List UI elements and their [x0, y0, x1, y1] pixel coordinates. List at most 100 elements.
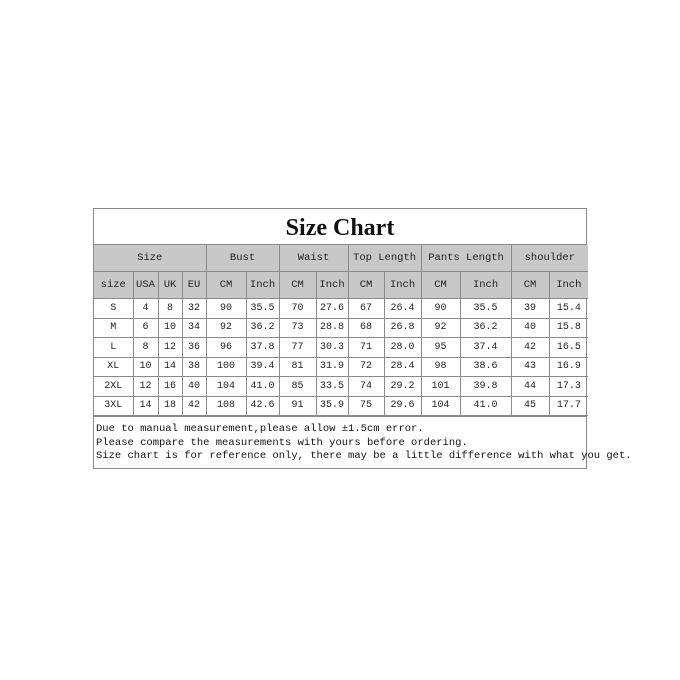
table-cell: 91 [278, 395, 317, 416]
table-cell: 37.4 [459, 337, 512, 358]
table-cell: 15.4 [548, 298, 589, 319]
table-cell: 31.9 [315, 356, 349, 377]
table-cell: 28.8 [315, 317, 349, 338]
table-cell: 36.2 [245, 317, 280, 338]
column-header: Inch [548, 271, 589, 299]
table-cell: 32 [181, 298, 207, 319]
table-cell: 17.7 [548, 395, 589, 416]
sub-header-row: size USA UK EU CM Inch CM Inch CM Inch CM Inch CM Inc… [94, 271, 589, 299]
group-header: Waist [278, 245, 349, 272]
column-header: CM [347, 271, 385, 299]
table-row: 2XL 12 16 40 104 41.0 85 33.5 74 29.2 101 39.8 44 17.… [94, 376, 589, 397]
table-cell: 108 [205, 395, 247, 416]
table-cell: 29.6 [383, 395, 422, 416]
table-cell: 2XL [94, 376, 134, 397]
table-cell: 16.9 [548, 356, 589, 377]
table-cell: 8 [157, 298, 183, 319]
table-cell: 74 [347, 376, 385, 397]
table-cell: 38.6 [459, 356, 512, 377]
column-header: USA [132, 271, 159, 299]
column-header: Inch [459, 271, 512, 299]
table-cell: 40 [510, 317, 550, 338]
table-cell: 29.2 [383, 376, 422, 397]
table-cell: 16 [157, 376, 183, 397]
table-cell: 42.6 [245, 395, 280, 416]
table-cell: 72 [347, 356, 385, 377]
table-cell: 90 [420, 298, 461, 319]
table-cell: 39.4 [245, 356, 280, 377]
column-header: UK [157, 271, 183, 299]
group-header-row: Size Bust Waist Top Length Pants Length shoul… [94, 245, 589, 272]
table-cell: 28.4 [383, 356, 422, 377]
group-header: shoulder [510, 245, 589, 272]
size-chart: Size Chart Size Bust Waist Top Length Pants … [93, 208, 632, 469]
table-cell: L [94, 337, 134, 358]
table-cell: 26.8 [383, 317, 422, 338]
table-cell: 35.9 [315, 395, 349, 416]
table-cell: 12 [132, 376, 159, 397]
table-cell: 10 [157, 317, 183, 338]
note-line: Size chart is for reference only, there … [96, 450, 632, 462]
column-header: CM [278, 271, 317, 299]
table-cell: 77 [278, 337, 317, 358]
table-cell: 17.3 [548, 376, 589, 397]
table-cell: 18 [157, 395, 183, 416]
table-cell: 70 [278, 298, 317, 319]
table-cell: 68 [347, 317, 385, 338]
column-header: CM [420, 271, 461, 299]
table-cell: 40 [181, 376, 207, 397]
table-cell: 98 [420, 356, 461, 377]
table-cell: 10 [132, 356, 159, 377]
table-cell: 14 [157, 356, 183, 377]
table-cell: 35.5 [459, 298, 512, 319]
note-line: Due to manual measurement,please allow ±… [96, 423, 424, 435]
table-cell: XL [94, 356, 134, 377]
group-header: Top Length [347, 245, 422, 272]
table-row: L 8 12 36 96 37.8 77 30.3 71 28.0 95 37.4 42 16.5 [94, 337, 589, 358]
table-cell: 92 [205, 317, 247, 338]
notes: Due to manual measurement,please allow ±… [94, 416, 632, 468]
column-header: EU [181, 271, 207, 299]
table-cell: S [94, 298, 134, 319]
table-cell: 4 [132, 298, 159, 319]
table-cell: 71 [347, 337, 385, 358]
table-cell: 6 [132, 317, 159, 338]
chart-title: Size Chart [94, 209, 586, 245]
table-cell: 95 [420, 337, 461, 358]
column-header: Inch [315, 271, 349, 299]
table-cell: 92 [420, 317, 461, 338]
table-cell: 43 [510, 356, 550, 377]
table-cell: 67 [347, 298, 385, 319]
size-table: Size Bust Waist Top Length Pants Length shoul… [94, 245, 589, 416]
table-row: S 4 8 32 90 35.5 70 27.6 67 26.4 90 35.5 39 15.4 [94, 298, 589, 319]
table-cell: 85 [278, 376, 317, 397]
table-cell: 16.5 [548, 337, 589, 358]
note-line: Please compare the measurements with you… [96, 436, 468, 449]
table-cell: 37.8 [245, 337, 280, 358]
table-cell: 42 [181, 395, 207, 416]
table-cell: 30.3 [315, 337, 349, 358]
table-cell: 35.5 [245, 298, 280, 319]
table-cell: 104 [420, 395, 461, 416]
table-cell: 12 [157, 337, 183, 358]
column-header: Inch [383, 271, 422, 299]
table-cell: 96 [205, 337, 247, 358]
table-cell: 101 [420, 376, 461, 397]
column-header: CM [205, 271, 247, 299]
table-cell: 34 [181, 317, 207, 338]
table-cell: 81 [278, 356, 317, 377]
table-cell: 75 [347, 395, 385, 416]
table-row: M 6 10 34 92 36.2 73 28.8 68 26.8 92 36.2 40 15.8 [94, 317, 589, 338]
table-cell: 15.8 [548, 317, 589, 338]
table-cell: 41.0 [245, 376, 280, 397]
table-cell: 100 [205, 356, 247, 377]
table-cell: 26.4 [383, 298, 422, 319]
group-header: Size [94, 245, 207, 272]
table-cell: 36.2 [459, 317, 512, 338]
table-cell: 44 [510, 376, 550, 397]
table-row: XL 10 14 38 100 39.4 81 31.9 72 28.4 98 38.6 43 16.9 [94, 356, 589, 377]
column-header: Inch [245, 271, 280, 299]
table-row: 3XL 14 18 42 108 42.6 91 35.9 75 29.6 104 41.0 45 17.… [94, 395, 589, 416]
table-cell: 8 [132, 337, 159, 358]
table-cell: 104 [205, 376, 247, 397]
